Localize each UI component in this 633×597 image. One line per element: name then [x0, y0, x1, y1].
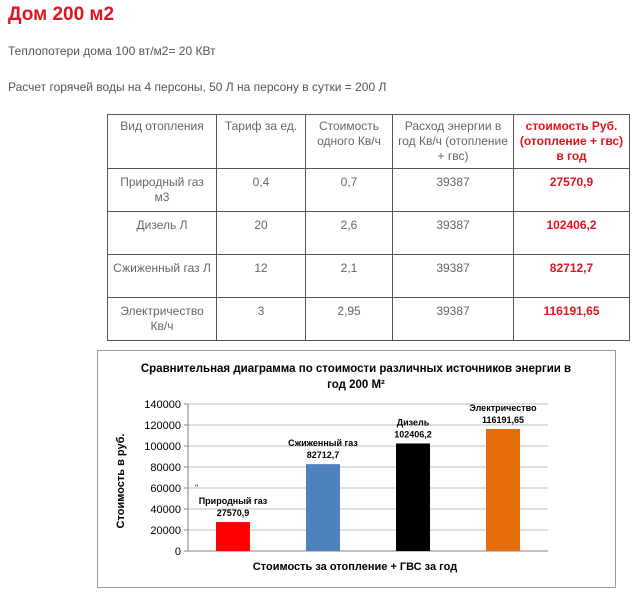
- cell-energy-consumption: 39387: [392, 168, 514, 212]
- hot-water-text: Расчет горячей воды на 4 персоны, 50 Л н…: [8, 80, 387, 94]
- y-tick-label: 40000: [150, 504, 181, 516]
- bar-category-label: Природный газ: [199, 496, 268, 506]
- cell-kwh-cost: 2,1: [305, 254, 393, 298]
- cell-tariff: 0,4: [216, 168, 306, 212]
- chart-title-line1: Сравнительная диаграмма по стоимости раз…: [141, 363, 571, 375]
- cell-annual-cost: 102406,2: [513, 211, 630, 255]
- bar-category-label: Электричество: [469, 403, 537, 413]
- cell-annual-cost: 82712,7: [513, 254, 630, 298]
- cell-annual-cost: 27570,9: [513, 168, 630, 212]
- cost-comparison-chart: Сравнительная диаграмма по стоимости раз…: [115, 363, 571, 573]
- cell-tariff: 3: [216, 297, 306, 341]
- header-heating-type: Вид отопления: [107, 114, 217, 169]
- stray-mark: ": [195, 483, 198, 493]
- cell-energy-consumption: 39387: [392, 211, 514, 255]
- header-tariff: Тариф за ед.: [216, 114, 306, 169]
- cell-heating-type: Электричество Кв/ч: [107, 297, 217, 341]
- cell-tariff: 12: [216, 254, 306, 298]
- bar: [486, 428, 520, 551]
- header-annual-cost: стоимость Руб. (отопление + гвс) в год: [513, 114, 630, 169]
- table-row: Сжиженный газ Л 12 2,1 39387 82712,7: [107, 254, 630, 298]
- y-tick-label: 140000: [144, 399, 181, 411]
- bar: [216, 522, 250, 551]
- table-header-row: Вид отопления Тариф за ед. Стоимость одн…: [107, 114, 630, 169]
- cell-kwh-cost: 0,7: [305, 168, 393, 212]
- bar-value-label: 82712,7: [307, 450, 340, 460]
- heat-loss-text: Теплопотери дома 100 вт/м2= 20 КВт: [8, 44, 216, 58]
- y-axis-title: Стоимость в руб.: [115, 434, 127, 529]
- bar-value-label: 27570,9: [217, 508, 250, 518]
- y-tick-label: 0: [175, 546, 181, 558]
- page-title: Дом 200 м2: [8, 4, 115, 25]
- cell-energy-consumption: 39387: [392, 297, 514, 341]
- chart-title-line2: год 200 М²: [327, 379, 385, 391]
- y-tick-label: 60000: [150, 483, 181, 495]
- chart-container: Сравнительная диаграмма по стоимости раз…: [97, 350, 616, 588]
- header-kwh-cost: Стоимость одного Кв/ч: [305, 114, 393, 169]
- cell-heating-type: Сжиженный газ Л: [107, 254, 217, 298]
- y-tick-label: 100000: [144, 441, 181, 453]
- y-tick-label: 20000: [150, 525, 181, 537]
- y-tick-label: 80000: [150, 462, 181, 474]
- bar: [306, 464, 340, 551]
- header-energy-consumption: Расход энергии в год Кв/ч (отопление + г…: [392, 114, 514, 169]
- bar: [396, 443, 430, 551]
- cell-heating-type: Дизель Л: [107, 211, 217, 255]
- table-row: Электричество Кв/ч 3 2,95 39387 116191,6…: [107, 297, 630, 341]
- cell-tariff: 20: [216, 211, 306, 255]
- bar-value-label: 116191,65: [482, 415, 524, 425]
- cell-annual-cost: 116191,65: [513, 297, 630, 341]
- cell-heating-type: Природный газ м3: [107, 168, 217, 212]
- cell-energy-consumption: 39387: [392, 254, 514, 298]
- cell-kwh-cost: 2,6: [305, 211, 393, 255]
- bar-value-label: 102406,2: [394, 429, 432, 439]
- bar-category-label: Сжиженный газ: [288, 438, 358, 448]
- cost-table: Вид отопления Тариф за ед. Стоимость одн…: [107, 114, 630, 341]
- table-row: Дизель Л 20 2,6 39387 102406,2: [107, 211, 630, 255]
- bar-category-label: Дизель: [397, 417, 430, 427]
- cell-kwh-cost: 2,95: [305, 297, 393, 341]
- y-tick-label: 120000: [144, 420, 181, 432]
- table-row: Природный газ м3 0,4 0,7 39387 27570,9: [107, 168, 630, 212]
- x-axis-title: Стоимость за отопление + ГВС за год: [253, 561, 457, 573]
